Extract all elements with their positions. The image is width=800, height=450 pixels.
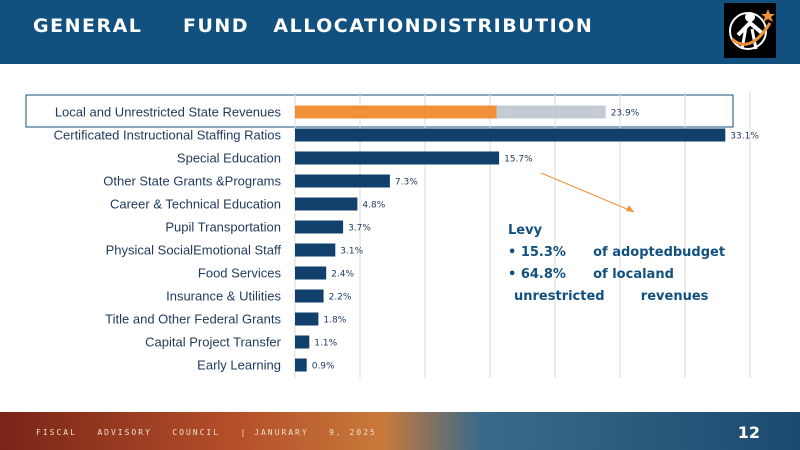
footer-text: FISCAL ADVISORY COUNCIL | JANURARY 9, 20… (36, 428, 377, 437)
category-label: Insurance & Utilities (166, 289, 281, 304)
levy-bullet-1: • 15.3% of adoptedbudget (508, 245, 726, 260)
annotation-arrow-line (540, 172, 635, 213)
bar (295, 358, 307, 372)
bar-levy-portion (295, 105, 497, 119)
levy-title: Levy (508, 223, 543, 238)
value-label: 15.7% (504, 155, 533, 165)
levy-annotation: Levy • 15.3% of adoptedbudget • 64.8% of… (508, 220, 725, 308)
footer-bar: FISCAL ADVISORY COUNCIL | JANURARY 9, 20… (0, 412, 800, 450)
value-label: 1.8% (323, 316, 346, 326)
bar (295, 197, 358, 211)
logo-icon (729, 9, 775, 50)
levy-text-2: of localand (593, 267, 674, 282)
value-label: 33.1% (730, 132, 759, 142)
logo (724, 3, 776, 58)
page-number: 12 (737, 423, 760, 442)
levy-value-2: 64.8% (520, 267, 566, 282)
value-label: 0.9% (312, 362, 335, 372)
value-label: 7.3% (395, 178, 418, 188)
levy-bullet-2: • 64.8% of localand (508, 267, 674, 282)
value-label: 3.1% (340, 247, 363, 257)
category-label: Special Education (177, 151, 281, 166)
bar (295, 335, 310, 349)
bar (295, 128, 726, 142)
levy-continuation: unrestricted revenues (514, 289, 709, 304)
category-label: Physical SocialEmotional Staff (106, 243, 282, 258)
value-label: 1.1% (314, 339, 337, 349)
bar (295, 220, 344, 234)
bar (295, 174, 390, 188)
category-label: Food Services (198, 266, 282, 281)
value-label: 2.2% (329, 293, 352, 303)
category-label: Other State Grants &Programs (103, 174, 281, 189)
value-label: 3.7% (348, 224, 371, 234)
category-label: Capital Project Transfer (145, 335, 282, 350)
bar (295, 151, 500, 165)
chart-bars: Local and Unrestricted State Revenues 23.… (54, 105, 760, 373)
page-title: GENERAL FUND ALLOCATIONDISTRIBUTION (33, 15, 594, 37)
category-label: Title and Other Federal Grants (105, 312, 281, 327)
levy-text-1: of adoptedbudget (593, 245, 726, 260)
value-label: 23.9% (611, 109, 640, 119)
value-label: 2.4% (331, 270, 354, 280)
bar (295, 243, 336, 257)
header-bar: GENERAL FUND ALLOCATIONDISTRIBUTION (0, 0, 800, 64)
category-label: Local and Unrestricted State Revenues (55, 105, 282, 120)
category-label: Pupil Transportation (165, 220, 281, 235)
annotation-arrow-head (626, 205, 634, 212)
bar (295, 266, 327, 280)
value-label: 4.8% (362, 201, 385, 211)
levy-value-1: 15.3% (520, 245, 566, 260)
category-label: Early Learning (197, 358, 281, 373)
category-label: Career & Technical Education (110, 197, 281, 212)
bar (295, 312, 319, 326)
bar (295, 289, 324, 303)
category-label: Certificated Instructional Staffing Rati… (54, 128, 282, 143)
